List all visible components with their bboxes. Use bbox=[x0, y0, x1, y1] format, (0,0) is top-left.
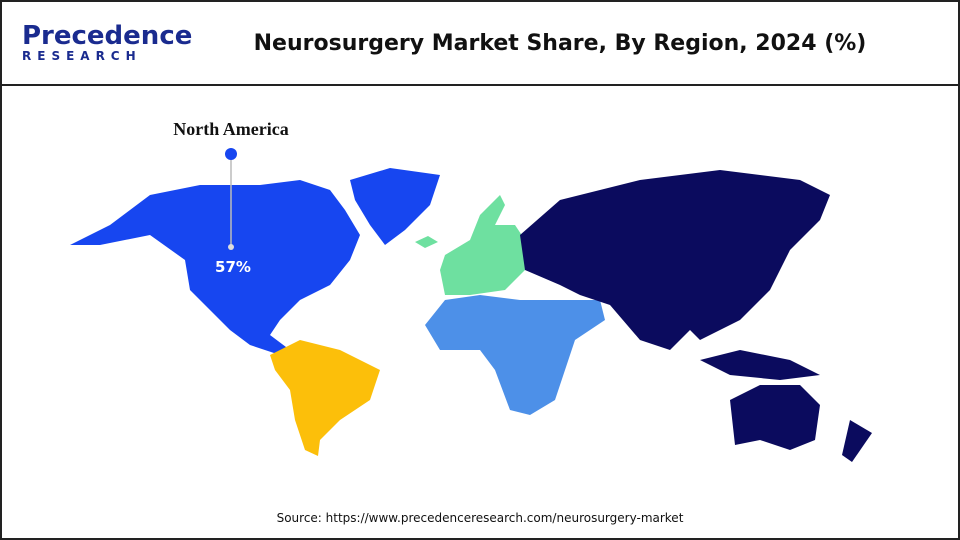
logo-sub: RESEARCH bbox=[22, 49, 142, 63]
source: Source: https://www.precedenceresearch.c… bbox=[277, 511, 684, 525]
asia bbox=[520, 170, 830, 350]
greenland bbox=[350, 168, 440, 245]
region-value: 57% bbox=[215, 258, 251, 276]
southeast-asia-islands bbox=[700, 350, 820, 380]
world-map bbox=[70, 168, 872, 462]
europe bbox=[440, 195, 525, 295]
callout-dot bbox=[228, 244, 234, 250]
australia bbox=[730, 385, 820, 450]
new-zealand bbox=[842, 420, 872, 462]
title: Neurosurgery Market Share, By Region, 20… bbox=[254, 31, 867, 56]
iceland bbox=[415, 236, 438, 248]
africa-middle-east bbox=[425, 295, 605, 415]
callout-pin bbox=[225, 148, 237, 160]
south-america bbox=[270, 340, 380, 456]
north-america bbox=[70, 180, 360, 355]
region-label: North America bbox=[173, 119, 288, 139]
logo-name: Precedence bbox=[22, 21, 192, 51]
